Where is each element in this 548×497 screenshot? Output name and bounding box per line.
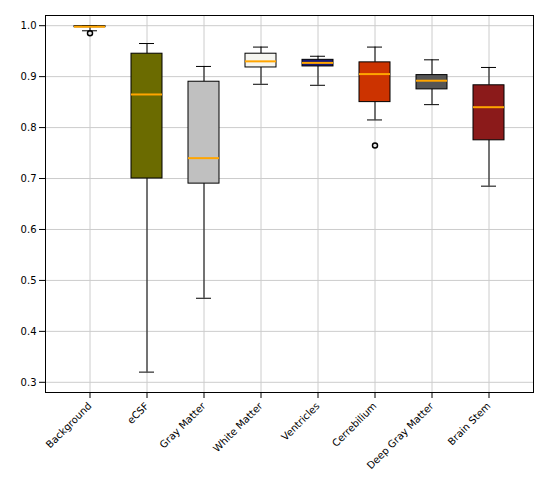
svg-text:0.3: 0.3 [21,377,37,388]
svg-text:Deep Gray Matter: Deep Gray Matter [365,400,437,472]
svg-text:Ventricles: Ventricles [279,400,321,442]
svg-text:0.5: 0.5 [21,275,37,286]
svg-text:Brain Stem: Brain Stem [446,400,493,447]
svg-text:Cerrebilium: Cerrebilium [330,400,379,449]
svg-text:0.7: 0.7 [21,173,37,184]
svg-text:Gray Matter: Gray Matter [158,400,209,451]
svg-text:White Matter: White Matter [211,400,265,454]
svg-text:1.0: 1.0 [21,20,37,31]
svg-text:0.6: 0.6 [21,224,37,235]
svg-text:0.4: 0.4 [21,326,37,337]
svg-text:eCSF: eCSF [125,400,151,426]
svg-text:Background: Background [44,400,94,450]
svg-text:0.9: 0.9 [21,71,37,82]
svg-text:0.8: 0.8 [21,122,37,133]
